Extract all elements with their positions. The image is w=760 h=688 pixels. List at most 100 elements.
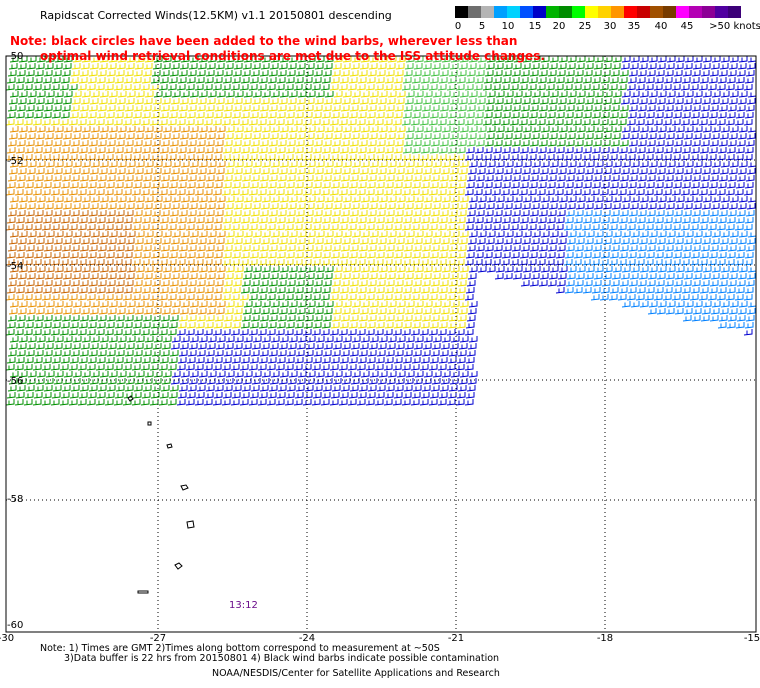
wind-barb <box>306 336 316 343</box>
wind-barb <box>279 91 289 98</box>
wind-barb <box>368 168 378 175</box>
wind-barb <box>322 140 332 147</box>
wind-barb <box>107 133 117 140</box>
wind-barb <box>440 238 450 245</box>
wind-barb <box>482 84 492 91</box>
wind-barb <box>630 91 640 98</box>
wind-barb <box>402 182 412 189</box>
wind-barb <box>225 301 235 308</box>
wind-barb <box>385 70 395 77</box>
wind-barb <box>295 280 305 287</box>
wind-barb <box>36 161 46 168</box>
wind-barb <box>97 210 107 217</box>
wind-barb <box>44 63 54 70</box>
wind-barb <box>500 84 510 91</box>
wind-barb <box>365 399 375 406</box>
wind-barb <box>700 210 710 217</box>
wind-barb <box>608 294 618 301</box>
wind-barb <box>630 266 640 273</box>
wind-barb <box>504 56 514 63</box>
wind-barb <box>222 357 232 364</box>
wind-barb <box>186 287 196 294</box>
wind-barb <box>194 154 204 161</box>
wind-barb <box>33 77 43 84</box>
wind-barb <box>80 98 90 105</box>
wind-barb <box>601 280 611 287</box>
wind-barb <box>5 84 15 91</box>
wind-barb <box>323 343 333 350</box>
wind-barb <box>385 175 395 182</box>
wind-barb <box>241 175 251 182</box>
wind-barb <box>159 252 169 259</box>
wind-barb <box>477 56 487 63</box>
wind-barb <box>635 154 645 161</box>
wind-barb <box>611 168 621 175</box>
wind-barb <box>222 112 232 119</box>
wind-barb <box>80 273 90 280</box>
wind-barb <box>698 189 708 196</box>
wind-barb <box>79 245 89 252</box>
wind-barb <box>284 224 294 231</box>
wind-barb <box>539 203 549 210</box>
wind-barb <box>312 357 322 364</box>
wind-barb <box>61 175 71 182</box>
wind-barb <box>653 154 663 161</box>
wind-barb <box>350 308 360 315</box>
wind-barb <box>458 63 468 70</box>
wind-barb <box>512 238 522 245</box>
wind-barb <box>288 91 298 98</box>
wind-barb <box>167 294 177 301</box>
wind-barb <box>357 77 367 84</box>
wind-barb <box>351 196 361 203</box>
wind-barb <box>122 154 132 161</box>
wind-barb <box>9 266 19 273</box>
wind-barb <box>197 133 207 140</box>
wind-barb <box>396 161 406 168</box>
wind-barb <box>126 371 136 378</box>
wind-barb <box>332 63 342 70</box>
wind-barb <box>117 301 127 308</box>
wind-barb <box>188 378 198 385</box>
wind-barb <box>314 98 324 105</box>
wind-barb <box>248 259 258 266</box>
wind-barb <box>54 196 64 203</box>
wind-barb <box>351 231 361 238</box>
wind-barb <box>180 126 190 133</box>
wind-barb <box>358 105 368 112</box>
wind-barb <box>261 56 271 63</box>
wind-barb <box>340 140 350 147</box>
graticule <box>6 56 756 632</box>
wind-barb <box>33 392 43 399</box>
wind-barb <box>294 287 304 294</box>
wind-barb <box>392 189 402 196</box>
wind-barb <box>187 245 197 252</box>
wind-barb <box>296 98 306 105</box>
wind-barb <box>693 126 703 133</box>
wind-barb <box>618 252 628 259</box>
wind-barb <box>312 112 322 119</box>
wind-barb <box>36 231 46 238</box>
wind-barb <box>152 273 162 280</box>
wind-barb <box>151 105 161 112</box>
wind-barb <box>189 56 199 63</box>
y-tick-label: -56 <box>7 376 23 387</box>
wind-barb <box>510 147 520 154</box>
wind-barb <box>17 133 27 140</box>
wind-barb <box>151 385 161 392</box>
wind-barb <box>455 154 465 161</box>
wind-barb <box>702 196 712 203</box>
wind-barb <box>377 133 387 140</box>
wind-barb <box>700 70 710 77</box>
wind-barb <box>27 301 37 308</box>
wind-barb <box>60 357 70 364</box>
wind-barb <box>331 315 341 322</box>
wind-barb <box>342 126 352 133</box>
wind-barb <box>150 357 160 364</box>
wind-barb <box>6 357 16 364</box>
wind-barb <box>385 315 395 322</box>
wind-barb <box>269 203 279 210</box>
wind-barb <box>638 238 648 245</box>
wind-barb <box>16 385 26 392</box>
wind-barb <box>360 91 370 98</box>
wind-barb <box>134 98 144 105</box>
